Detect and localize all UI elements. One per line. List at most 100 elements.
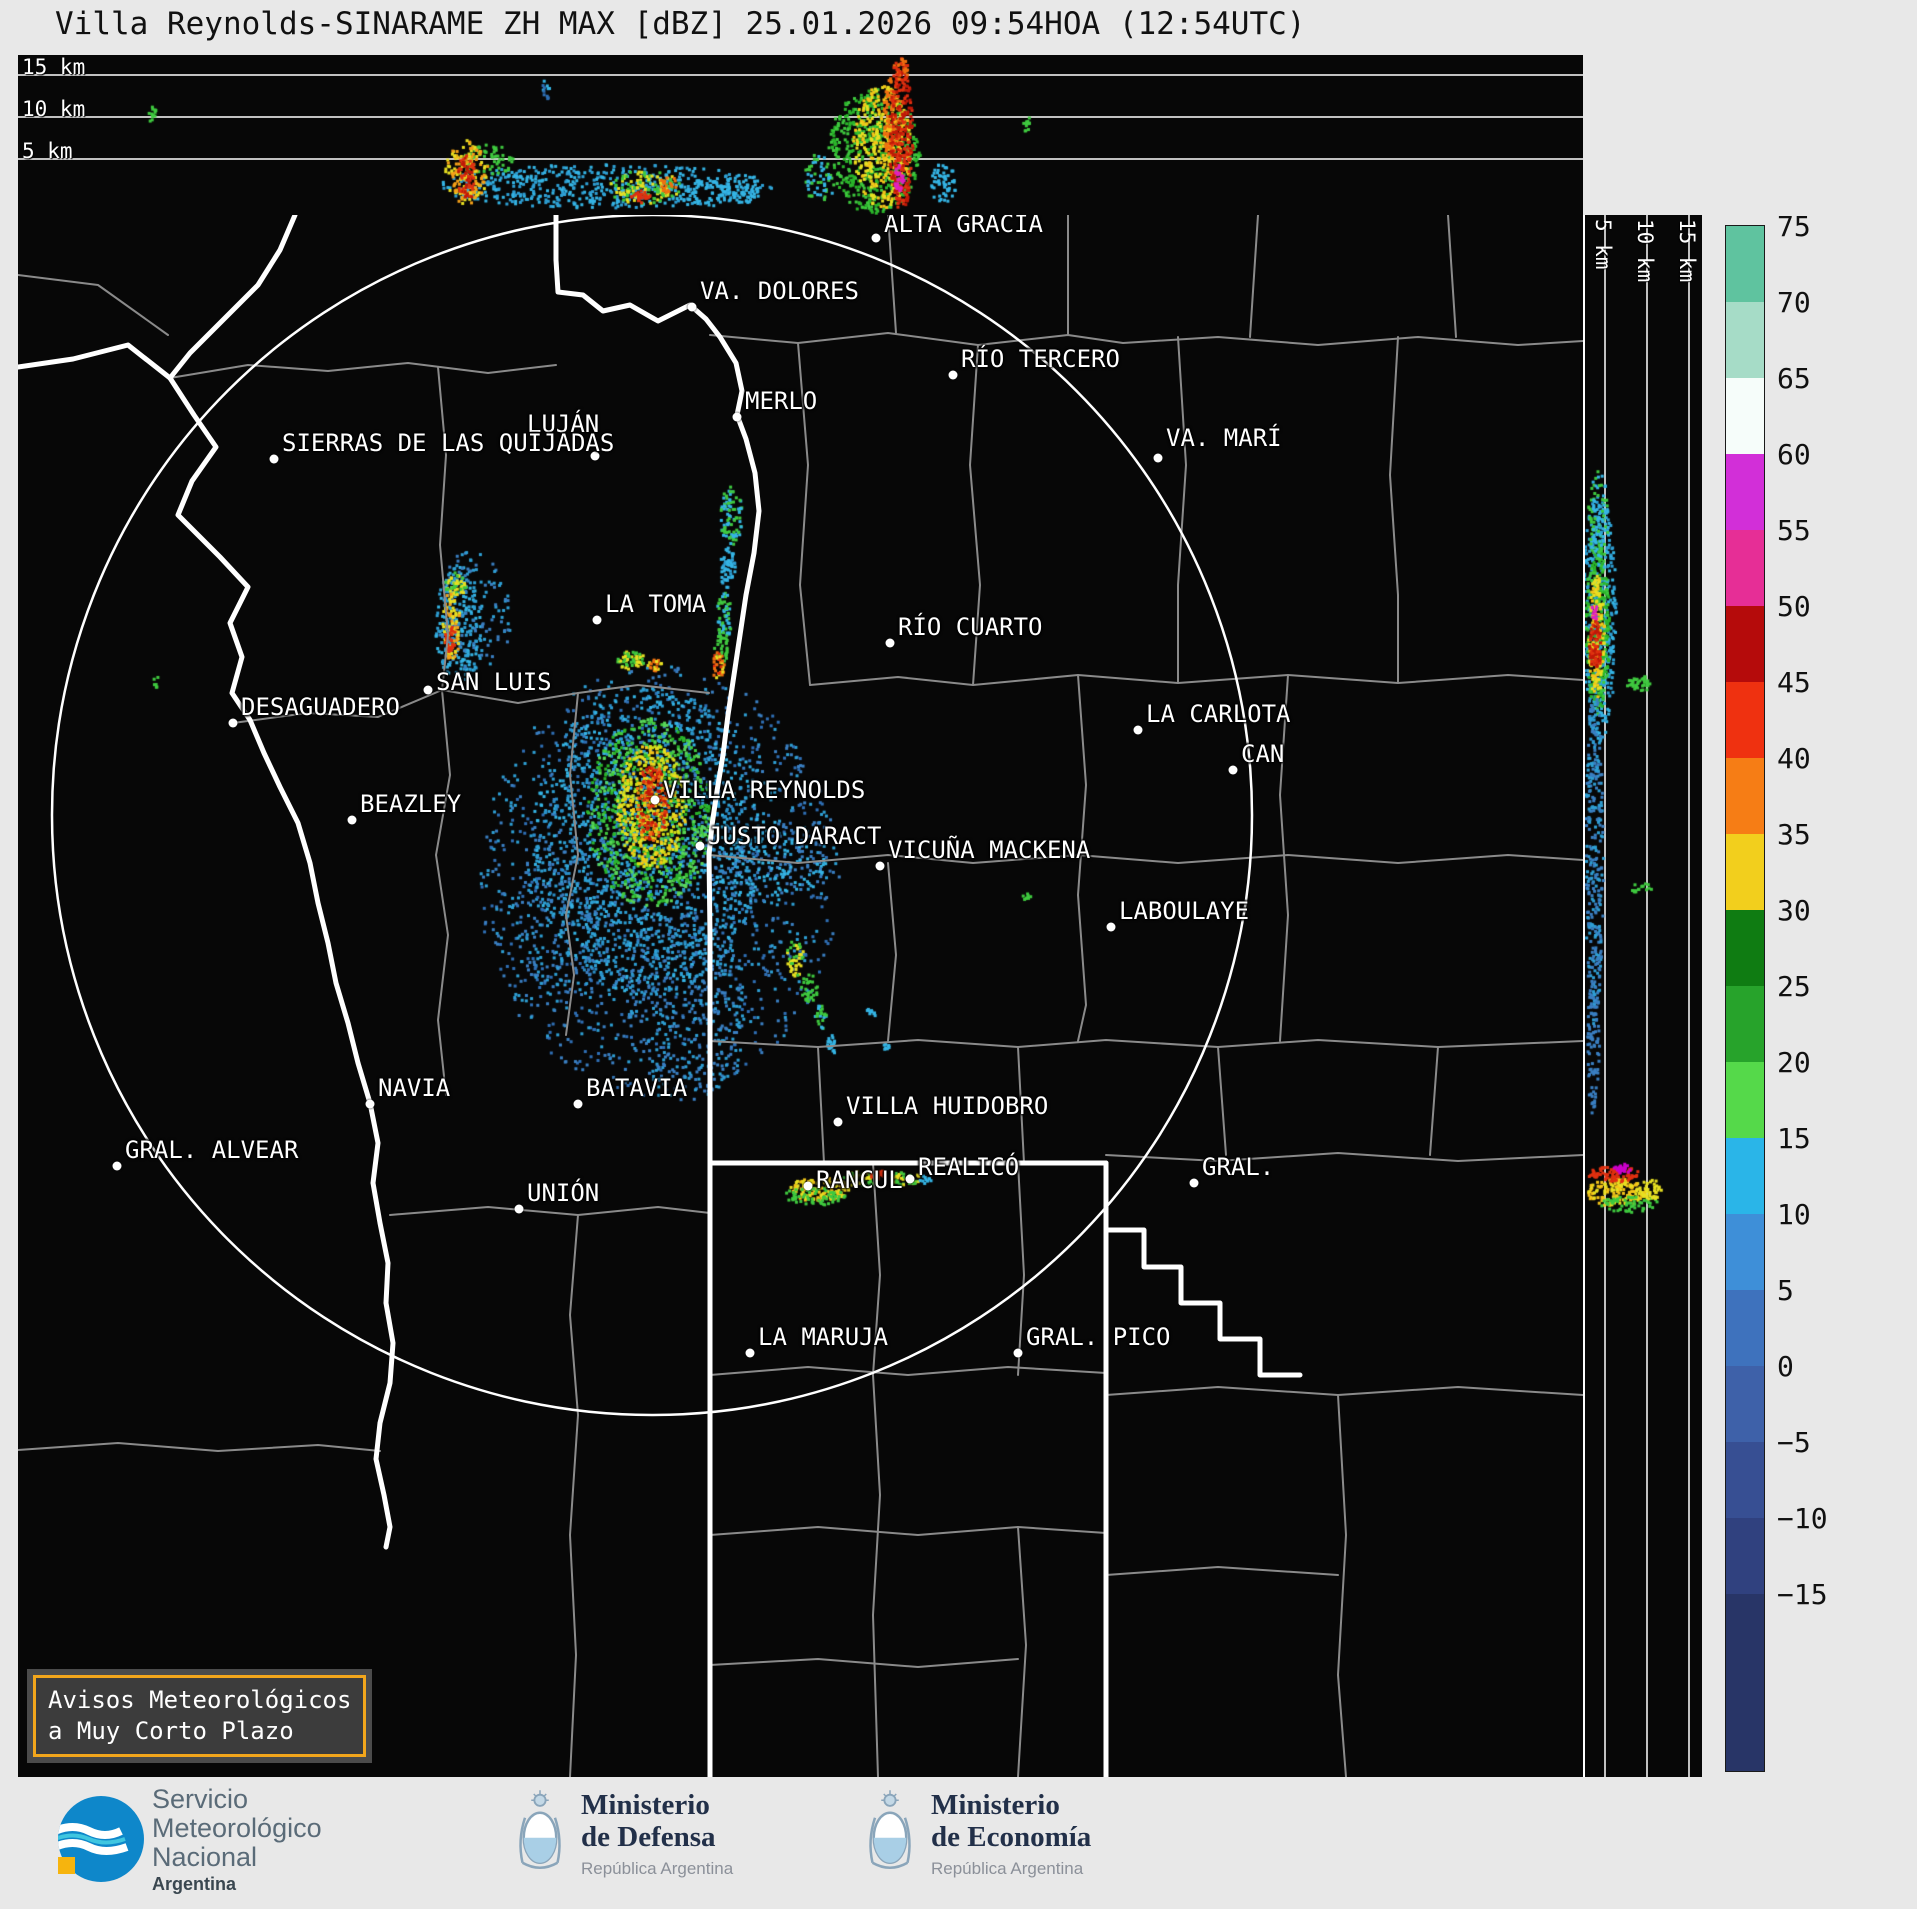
city-dot xyxy=(687,302,697,312)
city-label: REALICÓ xyxy=(918,1153,1020,1181)
department-border xyxy=(1447,215,1457,338)
department-border xyxy=(18,274,169,336)
colorbar: 75 70 65 60 55 50 45 40 35 30 25 20 15 10 5 0 −5 −10 −15 xyxy=(1725,210,1828,1772)
smn-line-3: Nacional xyxy=(152,1841,258,1872)
city-label: RÍO CUARTO xyxy=(898,613,1043,641)
altitude-label: 15 km xyxy=(1675,219,1699,283)
ministry-defensa: Ministerio de Defensa República Argentin… xyxy=(515,1789,733,1879)
department-border xyxy=(1337,1394,1347,1777)
map-boundaries xyxy=(18,215,1583,1777)
department-border xyxy=(1429,1046,1439,1156)
colorbar-band xyxy=(1726,1366,1764,1442)
department-border xyxy=(1017,1526,1027,1777)
colorbar-tick: 10 xyxy=(1777,1198,1811,1231)
department-border xyxy=(18,1442,381,1452)
colorbar-tick: 35 xyxy=(1777,818,1811,851)
colorbar-band xyxy=(1726,986,1764,1062)
department-border xyxy=(565,692,579,1036)
colorbar-tick: 15 xyxy=(1777,1122,1811,1155)
colorbar-band xyxy=(1726,1442,1764,1518)
colorbar-band xyxy=(1726,1062,1764,1138)
smn-text: Servicio Meteorológico Nacional Argentin… xyxy=(152,1785,322,1895)
colorbar-tick: 5 xyxy=(1777,1274,1794,1307)
city-dot xyxy=(1013,1348,1023,1358)
colorbar-tick: −15 xyxy=(1777,1578,1828,1611)
footer: Servicio Meteorológico Nacional Argentin… xyxy=(0,1777,1917,1909)
city-dot xyxy=(905,1174,915,1184)
department-border xyxy=(389,1206,711,1216)
warning-line-1: Avisos Meteorológicos xyxy=(48,1686,352,1714)
department-border xyxy=(872,1162,881,1777)
city-label: GRAL. xyxy=(1202,1153,1275,1181)
top-cross-section-panel: 15 km 10 km 5 km xyxy=(18,55,1583,217)
colorbar-tick: −5 xyxy=(1777,1426,1811,1459)
colorbar-band xyxy=(1726,1290,1764,1366)
department-border xyxy=(437,366,449,691)
economia-sub: República Argentina xyxy=(931,1858,1084,1878)
city-dot xyxy=(871,233,881,243)
city-label: VILLA REYNOLDS xyxy=(663,776,866,804)
department-border xyxy=(1249,215,1259,338)
city-label: VA. DOLORES xyxy=(700,277,859,305)
city-label: LABOULAYE xyxy=(1119,897,1250,925)
altitude-label: 10 km xyxy=(22,97,86,121)
department-border xyxy=(1279,674,1289,1042)
city-dot xyxy=(948,370,958,380)
colorbar-tick: 60 xyxy=(1777,438,1811,471)
altitude-label: 5 km xyxy=(22,139,73,163)
city-label: BATAVIA xyxy=(586,1074,688,1102)
colorbar-tick: 40 xyxy=(1777,742,1811,775)
city-dot xyxy=(1189,1178,1199,1188)
colorbar-band xyxy=(1726,1138,1764,1214)
altitude-label: 10 km xyxy=(1633,219,1657,283)
province-border xyxy=(553,215,762,1777)
colorbar-band xyxy=(1726,302,1764,378)
city-dot xyxy=(365,1099,375,1109)
city-dot xyxy=(1228,765,1238,775)
smn-country: Argentina xyxy=(152,1873,237,1894)
colorbar-band xyxy=(1726,454,1764,530)
colorbar-tick: 20 xyxy=(1777,1046,1811,1079)
colorbar-band xyxy=(1726,910,1764,986)
city-label: LUJÁN xyxy=(527,410,600,438)
city-dot xyxy=(745,1348,755,1358)
colorbar-band xyxy=(1726,378,1764,454)
city-dot xyxy=(885,638,895,648)
colorbar-band xyxy=(1726,530,1764,606)
colorbar-band xyxy=(1726,606,1764,682)
department-border xyxy=(708,854,1583,864)
city-label: NAVIA xyxy=(378,1074,451,1102)
city-dot xyxy=(228,718,238,728)
city-label: LA TOMA xyxy=(605,590,707,618)
radar-echoes xyxy=(18,215,1583,1777)
department-border xyxy=(435,689,451,1096)
city-label: ALTA GRACIA xyxy=(884,215,1043,238)
city-dot xyxy=(269,454,279,464)
department-border xyxy=(797,342,811,686)
province-border xyxy=(1103,1227,1303,1378)
colorbar-tick: 50 xyxy=(1777,590,1811,623)
city-label: RÍO TERCERO xyxy=(961,345,1120,373)
colorbar-tick: 65 xyxy=(1777,362,1811,395)
colorbar-band xyxy=(1726,1214,1764,1290)
department-border xyxy=(887,215,897,334)
altitude-label: 5 km xyxy=(1591,219,1615,270)
city-label: VILLA HUIDOBRO xyxy=(846,1092,1049,1120)
department-border xyxy=(1017,1046,1025,1164)
city-dot xyxy=(423,685,433,695)
department-border xyxy=(1217,1046,1227,1156)
department-border xyxy=(817,1046,825,1164)
department-border xyxy=(887,862,897,1042)
right-cross-section-panel: 5 km 10 km 15 km xyxy=(1583,215,1702,1777)
department-border xyxy=(809,674,1583,686)
colorbar-band xyxy=(1726,226,1764,302)
department-border xyxy=(709,1039,1583,1048)
colorbar-band-below xyxy=(1726,1594,1764,1771)
department-border xyxy=(709,332,1583,346)
colorbar-band xyxy=(1726,682,1764,758)
city-dot xyxy=(650,795,660,805)
economia-name-2: de Economía xyxy=(931,1821,1092,1854)
defensa-sub: República Argentina xyxy=(581,1858,734,1878)
colorbar-bar xyxy=(1725,225,1765,1772)
city-dot xyxy=(875,861,885,871)
